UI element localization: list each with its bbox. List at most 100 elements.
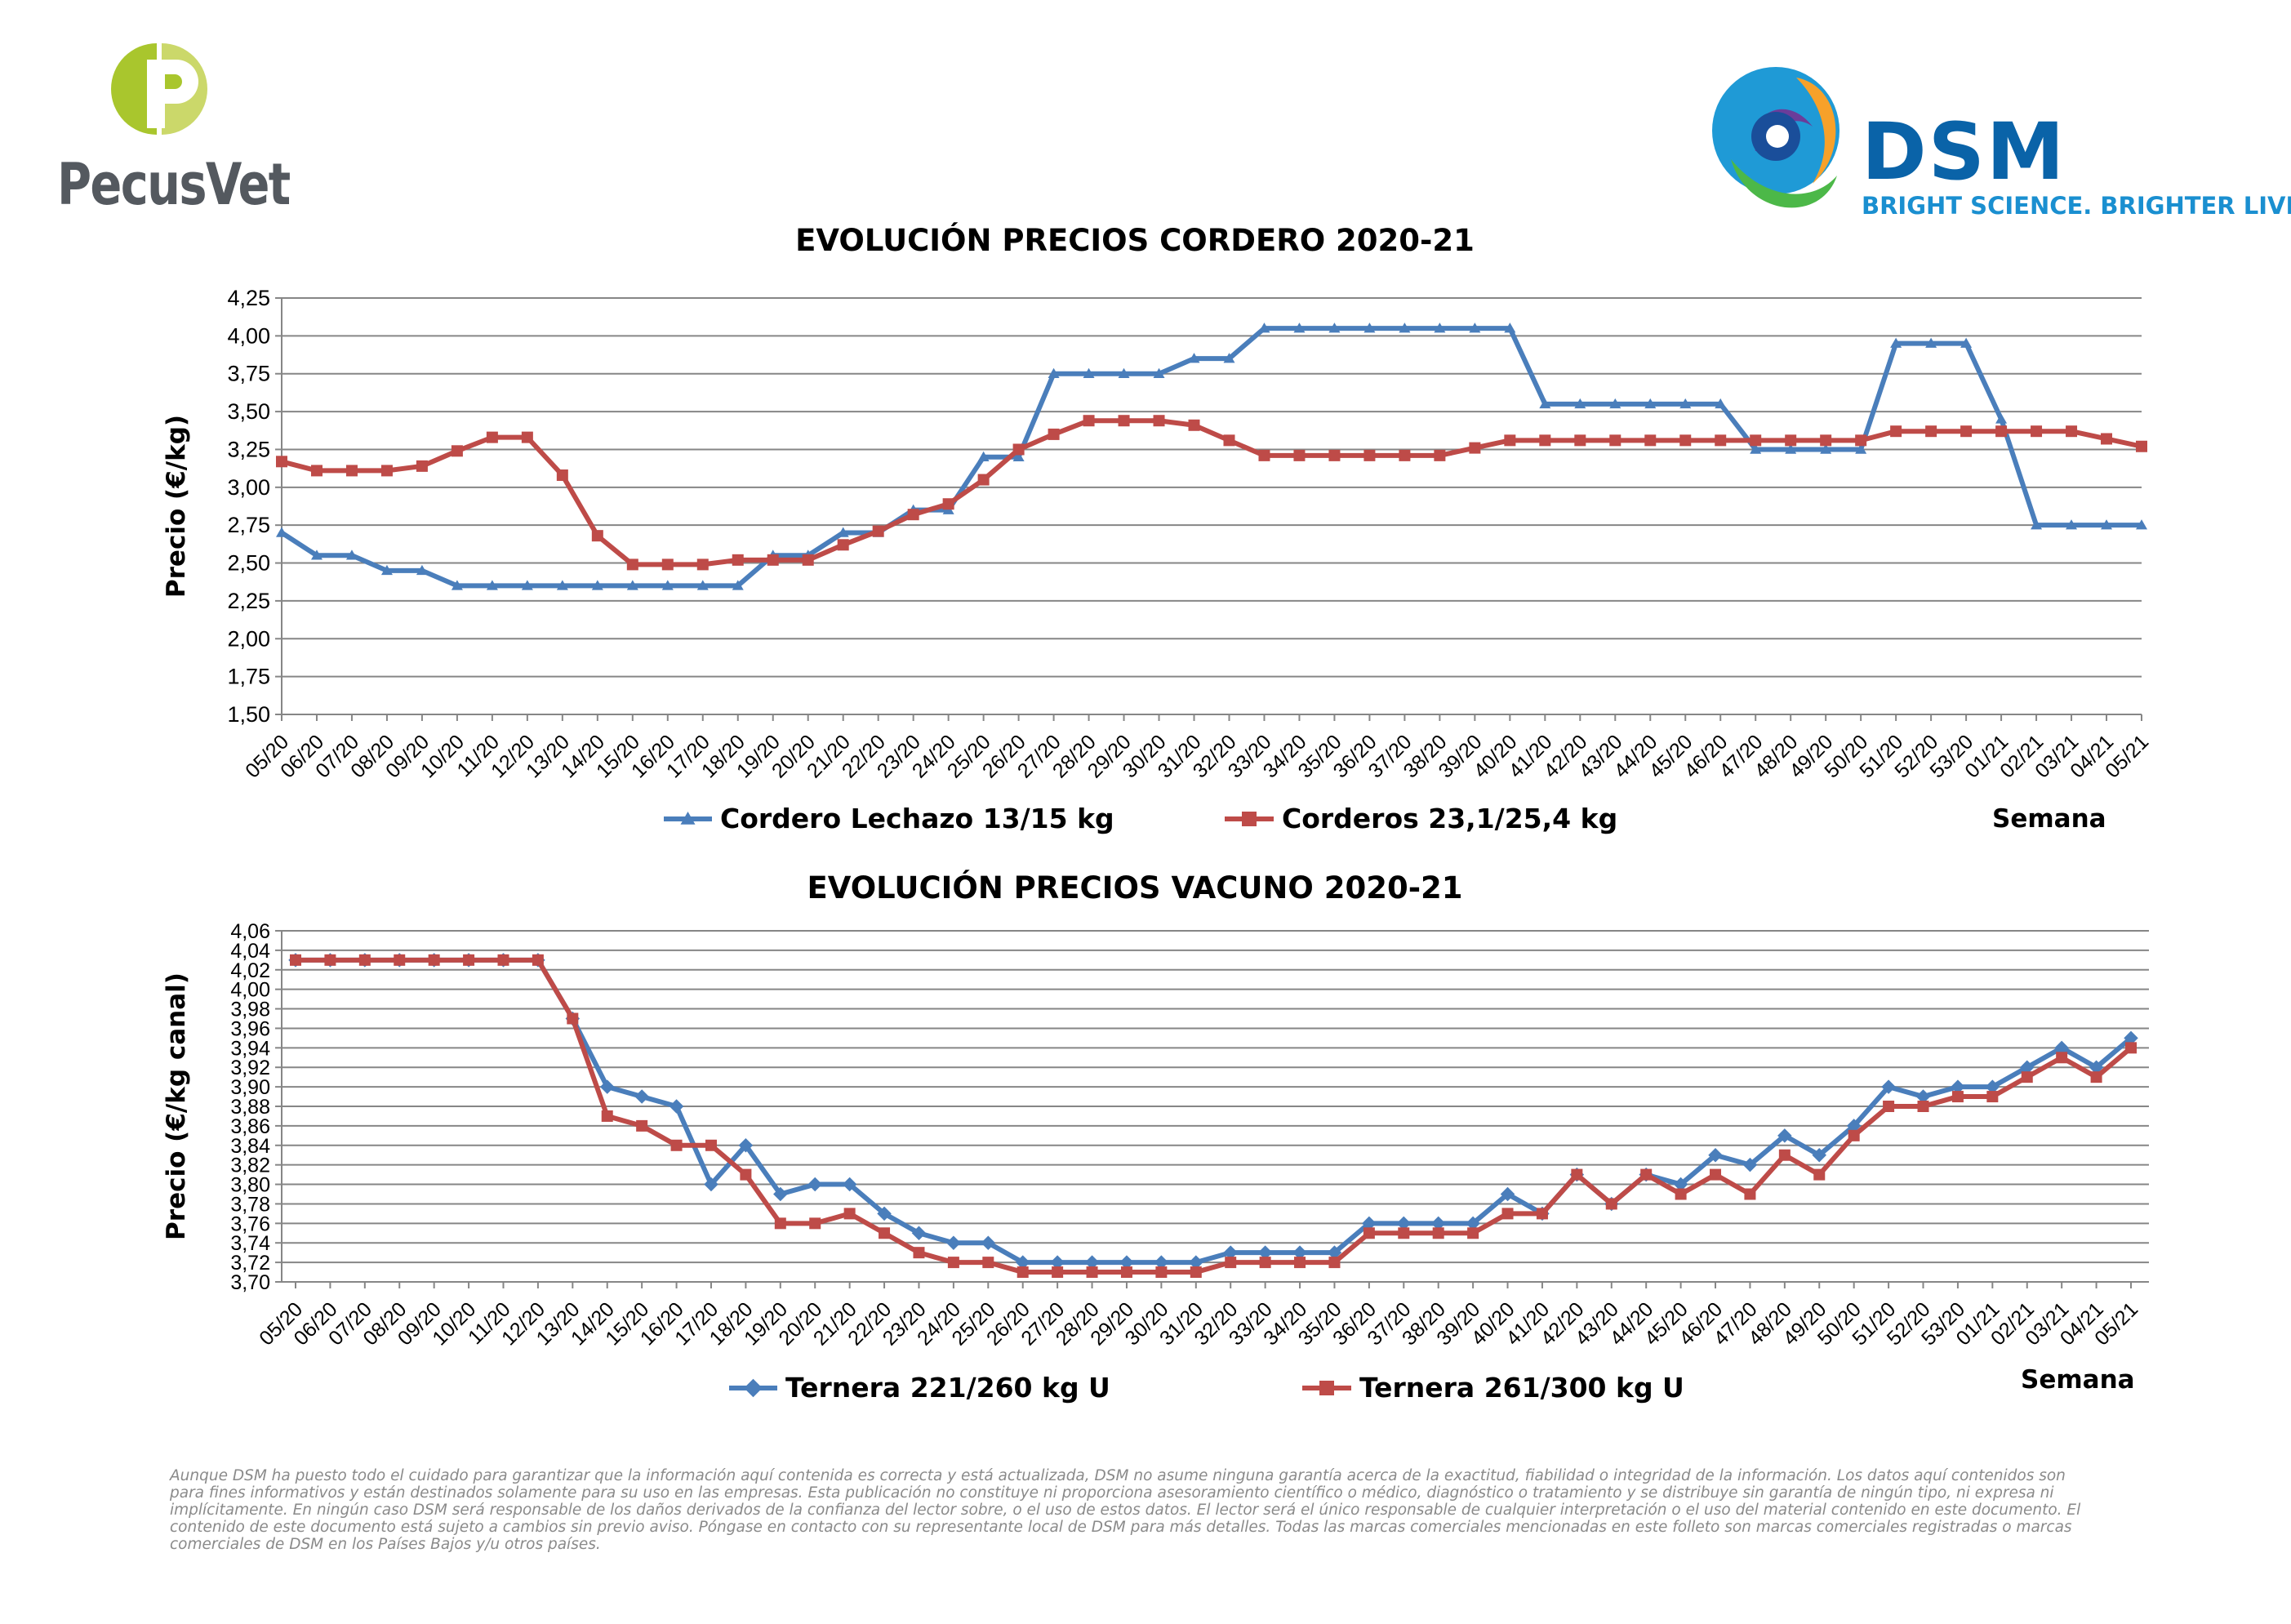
- cordero-series-2-point: [1785, 434, 1797, 447]
- vacuno-series-1-point: [1292, 1245, 1307, 1260]
- cordero-y-tick-label: 2,75: [227, 513, 270, 537]
- vacuno-series-2-point: [1432, 1227, 1444, 1239]
- vacuno-series-2-point: [1571, 1168, 1583, 1181]
- cordero-series-1-point: [1995, 413, 2008, 424]
- cordero-series-2-point: [1750, 434, 1762, 447]
- vacuno-series-2: [290, 954, 2137, 1279]
- vacuno-series-1-point: [669, 1099, 684, 1114]
- vacuno-y-tick-label: 3,80: [230, 1174, 270, 1197]
- vacuno-series-1-point: [773, 1186, 788, 1202]
- vacuno-series-2-point: [1710, 1168, 1722, 1181]
- cordero-series-1-point: [1363, 323, 1376, 333]
- vacuno-series-2-point: [740, 1168, 752, 1181]
- cordero-series-2-point: [837, 539, 849, 551]
- cordero-series-1-point: [1469, 323, 1481, 333]
- vacuno-y-tick-label: 3,88: [230, 1096, 270, 1119]
- cordero-series-1-point: [2101, 519, 2113, 530]
- vacuno-series-2-point: [636, 1119, 648, 1132]
- cordero-series-2-point: [1715, 434, 1727, 447]
- cordero-series-2-point: [767, 554, 779, 566]
- vacuno-series-2-point: [1848, 1129, 1860, 1141]
- cordero-series-1-point: [451, 580, 463, 590]
- cordero-series-2-point: [1328, 449, 1341, 461]
- cordero-series-2-point: [556, 469, 568, 481]
- vacuno-series-2-point: [1225, 1257, 1237, 1269]
- vacuno-series-2-point: [290, 954, 301, 966]
- cordero-x-axis-label: Semana: [1992, 804, 2106, 834]
- cordero-series-1-point: [1890, 337, 1902, 348]
- vacuno-series-1-point: [1430, 1216, 1446, 1231]
- vacuno-series-2-point: [1155, 1266, 1168, 1279]
- vacuno-series-1-point: [946, 1235, 961, 1250]
- vacuno-series-2-point: [1986, 1091, 1999, 1103]
- vacuno-series-2-point: [1328, 1257, 1341, 1269]
- cordero-series-1-point: [1012, 451, 1025, 461]
- cordero-series-1-point: [732, 580, 744, 590]
- vacuno-series-1-point: [1396, 1216, 1412, 1231]
- cordero-series-1-point: [1679, 398, 1692, 409]
- vacuno-series-1-point: [981, 1235, 996, 1250]
- vacuno-y-tick-label: 3,86: [230, 1115, 270, 1138]
- vacuno-series-2-point: [809, 1217, 821, 1230]
- pecusvet-wordmark: PecusVet: [57, 151, 291, 218]
- cordero-series-2-point: [907, 509, 919, 521]
- cordero-series-2-point: [380, 465, 393, 477]
- vacuno-series-2-point: [1778, 1149, 1791, 1161]
- cordero-series-2-point: [1644, 434, 1657, 447]
- vacuno-series-2-point: [1467, 1227, 1479, 1239]
- cordero-series-1-point: [1820, 443, 1832, 454]
- cordero-series-1-point: [1083, 367, 1095, 378]
- vacuno-series-2-point: [843, 1208, 856, 1220]
- vacuno-series-1-point: [704, 1177, 718, 1192]
- vacuno-series-1-point: [842, 1177, 857, 1192]
- vacuno-y-tick-label: 4,02: [230, 959, 270, 982]
- pecusvet-logo: PecusVet: [49, 37, 291, 225]
- cordero-series-2-point: [732, 554, 744, 566]
- cordero-series-2-point: [1048, 428, 1060, 440]
- cordero-series-2-point: [591, 530, 603, 542]
- cordero-series-2-point: [1293, 449, 1306, 461]
- vacuno-y-tick-label: 3,70: [230, 1271, 270, 1294]
- cordero-series-1-point: [416, 564, 428, 576]
- cordero-series-1-point: [1539, 398, 1551, 409]
- cordero-series-1-point: [345, 549, 358, 560]
- cordero-series-2-point: [2066, 425, 2078, 438]
- vacuno-legend-marker-2: [1319, 1381, 1334, 1395]
- vacuno-series-1-point: [1708, 1147, 1723, 1163]
- cordero-y-tick-label: 3,00: [227, 475, 270, 500]
- vacuno-series-2-point: [1086, 1266, 1098, 1279]
- vacuno-series-2-point: [1398, 1227, 1410, 1239]
- vacuno-series-1-line: [296, 957, 2133, 1266]
- cordero-series-1-point: [1925, 337, 1937, 348]
- vacuno-y-tick-label: 4,04: [230, 940, 270, 963]
- cordero-series-1-point: [1785, 443, 1797, 454]
- cordero-series-2-point: [1083, 415, 1095, 427]
- vacuno-series-2-point: [1363, 1227, 1375, 1239]
- cordero-series-2-point: [1118, 415, 1130, 427]
- vacuno-series-2-point: [2056, 1052, 2068, 1064]
- vacuno-series-1-point: [1951, 1079, 1965, 1094]
- cordero-series-2-point: [1960, 425, 1973, 438]
- cordero-y-tick-label: 2,00: [227, 626, 270, 651]
- cordero-series-2: [276, 415, 2147, 571]
- cordero-series-1-point: [1328, 323, 1341, 333]
- vacuno-series-2-point: [1917, 1101, 1929, 1112]
- vacuno-series-2-point: [982, 1257, 994, 1269]
- cordero-series-2-point: [1539, 434, 1551, 447]
- cordero-series-1-point: [661, 580, 674, 590]
- cordero-series-1-point: [1399, 323, 1411, 333]
- cordero-series-1-point: [1574, 398, 1586, 409]
- cordero-y-tick-label: 2,50: [227, 551, 270, 576]
- vacuno-series-1: [288, 953, 2138, 1270]
- vacuno-series-2-point: [601, 1110, 613, 1122]
- cordero-series-1-line: [280, 326, 2142, 589]
- cordero-y-tick-label: 2,25: [227, 589, 270, 613]
- cordero-series-2-point: [1258, 449, 1270, 461]
- cordero-y-tick-label: 3,50: [227, 399, 270, 424]
- vacuno-series-2-point: [1640, 1168, 1653, 1181]
- vacuno-series-2-point: [1536, 1208, 1548, 1220]
- cordero-series-2-point: [310, 465, 323, 477]
- vacuno-y-tick-label: 3,74: [230, 1232, 270, 1255]
